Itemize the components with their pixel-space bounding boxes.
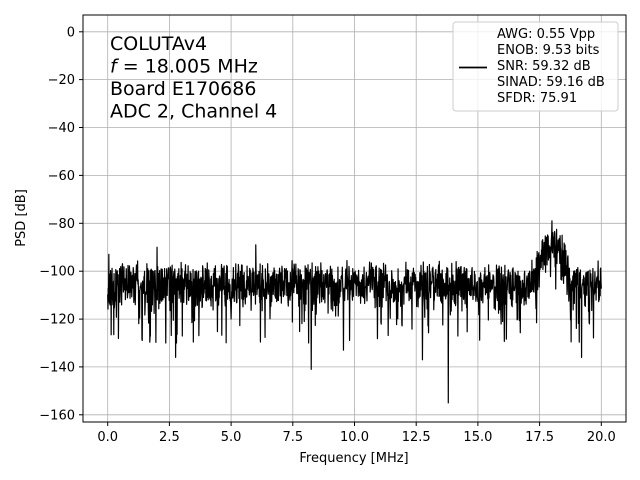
x-axis-ticks: 0.0 2.5 5.0 7.5 10.0 12.5 15.0 17.5 20.0 [97,422,616,445]
legend-box [452,21,619,112]
y-tick-label: −160 [39,408,75,423]
y-axis-label: PSD [dB] [14,189,29,247]
y-tick-label: −40 [48,121,75,136]
x-tick-label: 10.0 [340,430,369,445]
annotation-line: ADC 2, Channel 4 [110,101,277,123]
legend-entry: ENOB: 9.53 bits [497,43,600,58]
legend-entry: SINAD: 59.16 dB [497,75,605,90]
y-tick-label: −140 [39,360,75,375]
legend-entry: SFDR: 75.91 [497,91,577,106]
y-tick-label: 0 [67,25,75,40]
psd-series [107,220,602,404]
x-tick-label: 15.0 [463,430,492,445]
y-tick-label: −20 [48,73,75,88]
y-tick-label: −120 [39,313,75,328]
annotation-line: f = 18.005 MHz [110,56,258,78]
legend-entry: SNR: 59.32 dB [497,59,591,74]
x-tick-label: 20.0 [587,430,616,445]
y-tick-label: −100 [39,265,75,280]
x-tick-label: 17.5 [525,430,554,445]
annotation-line: Board E170686 [110,78,256,100]
x-tick-label: 0.0 [97,430,118,445]
legend-entry: AWG: 0.55 Vpp [497,27,595,42]
x-tick-label: 7.5 [282,430,303,445]
x-tick-label: 5.0 [221,430,242,445]
y-tick-label: −60 [48,169,75,184]
y-axis-ticks: 0 −20 −40 −60 −80 −100 −120 −140 −160 [39,25,83,423]
annotation-line: COLUTAv4 [110,33,207,55]
x-tick-label: 2.5 [159,430,180,445]
psd-line [107,220,602,404]
y-tick-label: −80 [48,217,75,232]
x-tick-label: 12.5 [402,430,431,445]
x-axis-label: Frequency [MHz] [299,451,408,466]
